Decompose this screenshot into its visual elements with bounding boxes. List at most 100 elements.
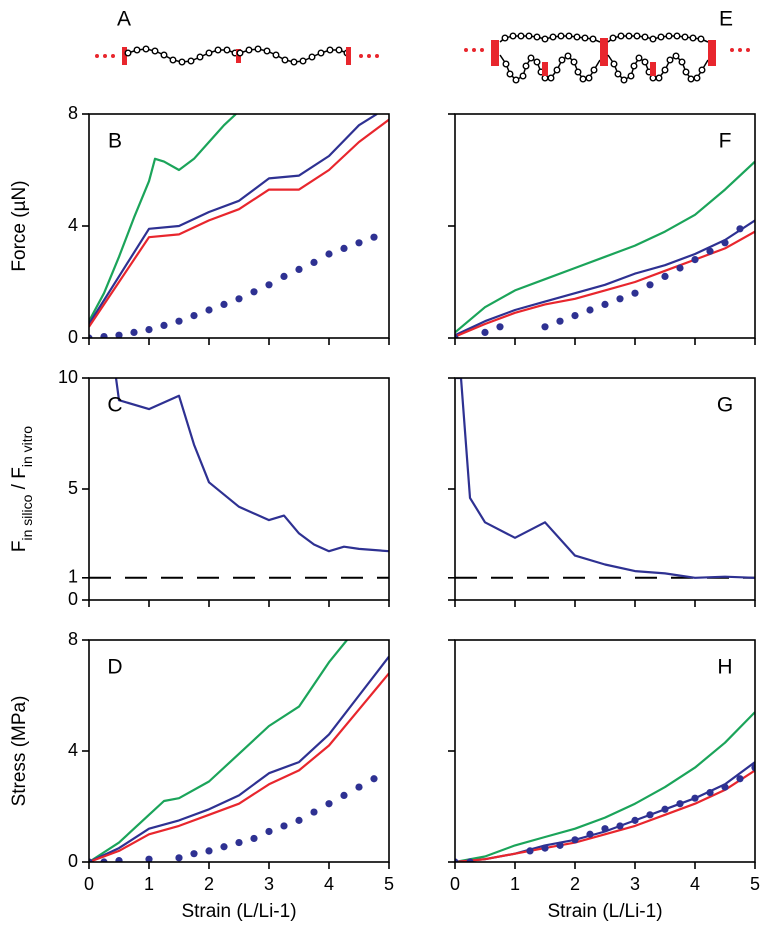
data-point [310, 808, 318, 816]
plot-area [89, 378, 389, 579]
data-point [736, 225, 744, 233]
x-tick-label: 5 [750, 874, 760, 894]
data-point [601, 825, 609, 833]
data-point [340, 791, 348, 800]
data-point [455, 858, 459, 862]
label-part: F [9, 540, 30, 552]
y-tick-label: 10 [58, 367, 78, 387]
data-point [631, 289, 639, 297]
data-point [190, 850, 198, 858]
data-point [706, 789, 714, 797]
data-point [661, 272, 669, 280]
data-point [355, 239, 363, 247]
series-line [455, 230, 755, 338]
series-line [455, 761, 755, 862]
data-point [280, 272, 288, 280]
plot-area [89, 640, 389, 862]
data-point [205, 306, 213, 314]
panel: F [448, 113, 756, 345]
x-axis-label: Strain (L/Li-1) [547, 901, 662, 922]
data-point [100, 333, 108, 338]
diagram-label: A [117, 8, 131, 31]
plot-area [89, 114, 389, 338]
plot-frame [454, 377, 756, 601]
data-point [466, 858, 474, 862]
data-point [130, 328, 138, 336]
y-tick-label: 1 [68, 567, 78, 587]
plot-area [455, 378, 755, 579]
data-point [706, 247, 714, 255]
data-point [631, 816, 639, 824]
data-point [541, 323, 549, 331]
data-point [571, 836, 579, 844]
x-tick-label: 0 [450, 874, 460, 894]
data-point [691, 256, 699, 264]
data-point [89, 858, 93, 862]
data-point [115, 857, 123, 862]
x-tick-label: 1 [144, 874, 154, 894]
data-point [586, 830, 594, 838]
data-point [751, 764, 755, 772]
diagram-a: A [95, 8, 379, 65]
data-point [601, 300, 609, 308]
y-tick-label: 8 [68, 629, 78, 649]
label-part: / F [9, 467, 30, 494]
data-point [250, 288, 258, 296]
series-line [455, 711, 755, 862]
plot-area [455, 711, 755, 862]
data-point [481, 328, 489, 336]
y-tick-label: 5 [68, 478, 78, 498]
y-tick-label: 0 [68, 851, 78, 871]
x-tick-label: 3 [264, 874, 274, 894]
series-line [114, 378, 389, 553]
data-point [265, 281, 273, 289]
panel-label: C [107, 394, 122, 417]
diagram-e: E [464, 8, 750, 80]
data-point [310, 258, 318, 266]
data-point [280, 822, 288, 830]
plot-frame [88, 113, 390, 339]
data-point [526, 847, 534, 855]
series-line [89, 114, 237, 322]
panel: 0 4 8 0 1 2 3 4 5 D Strain (L/Li-1) Stress (MPa) [9, 629, 394, 922]
data-point [190, 312, 198, 320]
y-axis-label: Stress (MPa) [9, 696, 30, 807]
data-point [100, 858, 108, 862]
panel-label: D [107, 656, 122, 679]
plot-area [455, 160, 755, 338]
data-point [220, 843, 228, 851]
x-tick-label: 2 [204, 874, 214, 894]
x-tick-label: 3 [630, 874, 640, 894]
data-point [541, 844, 549, 852]
panel-label: G [717, 394, 733, 417]
data-point [265, 827, 273, 836]
y-tick-label: 0 [68, 327, 78, 347]
data-point [325, 250, 333, 258]
x-tick-label: 1 [510, 874, 520, 894]
data-point [556, 841, 564, 849]
data-point [115, 331, 123, 338]
series-line [89, 655, 389, 862]
series-line [89, 672, 389, 862]
data-point [220, 300, 228, 308]
data-point [676, 800, 684, 808]
data-point [370, 233, 378, 241]
data-point [616, 295, 624, 303]
x-tick-label: 4 [324, 874, 334, 894]
data-point [235, 295, 243, 303]
panel: 0 4 8 B Force (µN) [9, 103, 390, 347]
x-axis-label: Strain (L/Li-1) [181, 901, 296, 922]
data-point [721, 239, 729, 247]
x-tick-label: 5 [384, 874, 394, 894]
series-line [455, 769, 755, 862]
diagram-label: E [719, 8, 733, 31]
series-line [456, 378, 755, 579]
panel: G [448, 377, 756, 607]
data-point [175, 317, 183, 325]
data-point [556, 317, 564, 325]
data-point [370, 775, 378, 783]
data-point [571, 312, 579, 320]
data-point [145, 855, 153, 862]
y-tick-label: 0 [68, 589, 78, 609]
